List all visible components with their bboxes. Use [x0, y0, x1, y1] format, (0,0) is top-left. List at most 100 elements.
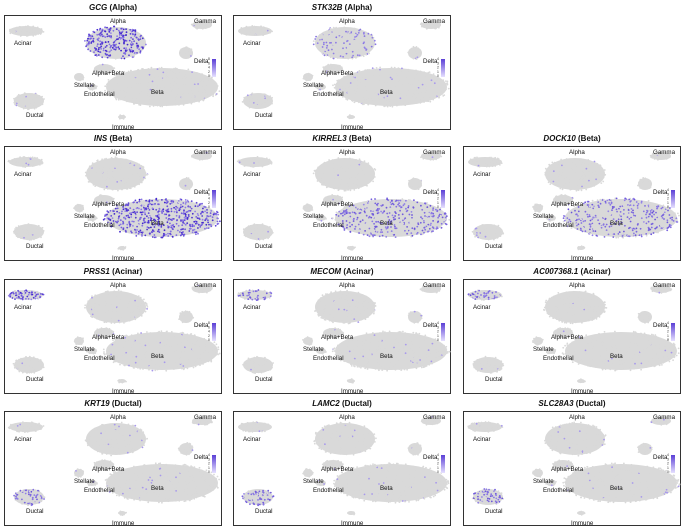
cell-point: [127, 171, 130, 174]
cell-point: [332, 52, 335, 55]
cell-point: [409, 91, 412, 94]
cell-point: [442, 83, 445, 86]
cell-point: [566, 180, 568, 183]
cell-point: [105, 164, 107, 167]
cell-point: [132, 181, 135, 184]
cell-point: [441, 86, 444, 89]
cell-point: [202, 156, 205, 158]
cell-point: [551, 161, 554, 164]
cell-point: [598, 170, 601, 172]
cell-point: [149, 219, 152, 222]
cell-point: [133, 185, 136, 188]
cell-point: [156, 82, 159, 85]
cell-point: [560, 158, 562, 161]
cell-point: [323, 54, 326, 57]
cluster-label-alpha: Alpha: [110, 18, 126, 25]
cell-point: [551, 178, 553, 180]
cell-point: [361, 98, 364, 101]
cell-point: [205, 24, 208, 27]
cell-point: [345, 205, 347, 207]
cell-point: [352, 218, 355, 221]
cell-point: [160, 66, 163, 69]
cluster-delta: [408, 177, 423, 191]
cell-point: [263, 235, 265, 238]
cell-point: [656, 152, 659, 154]
cell-point: [155, 83, 158, 86]
cell-point: [363, 227, 365, 230]
cell-point: [130, 92, 132, 95]
cell-point: [335, 175, 338, 178]
cell-point: [385, 206, 388, 209]
cell-point: [358, 180, 361, 183]
cell-point: [153, 73, 156, 76]
cell-point: [353, 46, 356, 49]
cell-point: [173, 210, 176, 213]
cell-point: [207, 221, 210, 224]
cell-point: [577, 184, 580, 187]
cell-point: [334, 71, 336, 74]
cell-point: [652, 155, 655, 158]
cell-point: [421, 208, 424, 211]
cell-point: [569, 172, 572, 175]
cell-point: [493, 161, 496, 164]
cell-point: [408, 185, 411, 188]
cell-point: [339, 182, 342, 185]
cell-point: [250, 93, 253, 95]
cell-point: [243, 32, 246, 35]
cell-point: [599, 179, 601, 182]
cell-point: [119, 114, 122, 117]
cell-point: [140, 91, 143, 94]
cell-point: [208, 26, 211, 28]
cell-point: [430, 91, 433, 93]
cell-point: [136, 201, 139, 204]
cell-point: [379, 68, 381, 71]
cell-point: [445, 223, 448, 226]
cell-point: [584, 185, 586, 188]
cell-point: [340, 66, 343, 69]
cell-point: [383, 98, 386, 101]
cell-point: [361, 51, 363, 54]
cell-point: [411, 234, 414, 237]
cell-point: [362, 233, 365, 236]
cell-point: [79, 73, 82, 76]
cell-point: [418, 80, 421, 83]
cell-point: [326, 44, 329, 47]
cell-point: [375, 67, 378, 69]
cell-point: [215, 83, 218, 85]
cell-point: [206, 211, 209, 214]
cell-point: [113, 89, 115, 91]
cell-point: [119, 93, 122, 95]
cell-point: [333, 169, 336, 171]
cell-point: [322, 217, 325, 220]
cell-point: [375, 225, 377, 228]
cell-point: [158, 208, 161, 211]
cell-point: [42, 230, 45, 232]
cell-point: [421, 96, 423, 99]
cluster-shape: [106, 199, 218, 237]
cell-point: [30, 99, 33, 102]
cell-point: [141, 224, 144, 227]
cluster-alpha: [312, 157, 377, 192]
cell-point: [384, 105, 387, 107]
cell-point: [128, 221, 131, 224]
cell-point: [187, 68, 190, 71]
cell-point: [402, 85, 405, 88]
cell-point: [345, 223, 347, 225]
cell-point: [359, 28, 362, 31]
cell-point: [125, 231, 127, 233]
cell-point: [122, 249, 124, 251]
cell-point: [428, 220, 431, 223]
cell-point: [253, 30, 256, 32]
cell-point: [38, 95, 41, 97]
cell-point: [137, 219, 140, 222]
cell-point: [19, 101, 22, 103]
cell-point: [413, 93, 415, 96]
cell-point: [586, 186, 588, 189]
cell-point: [123, 88, 125, 91]
cell-point: [130, 213, 133, 216]
cell-point: [104, 46, 107, 48]
cell-point: [130, 231, 133, 234]
cell-point: [251, 165, 254, 168]
cell-point: [160, 69, 163, 72]
cell-point: [127, 71, 130, 74]
